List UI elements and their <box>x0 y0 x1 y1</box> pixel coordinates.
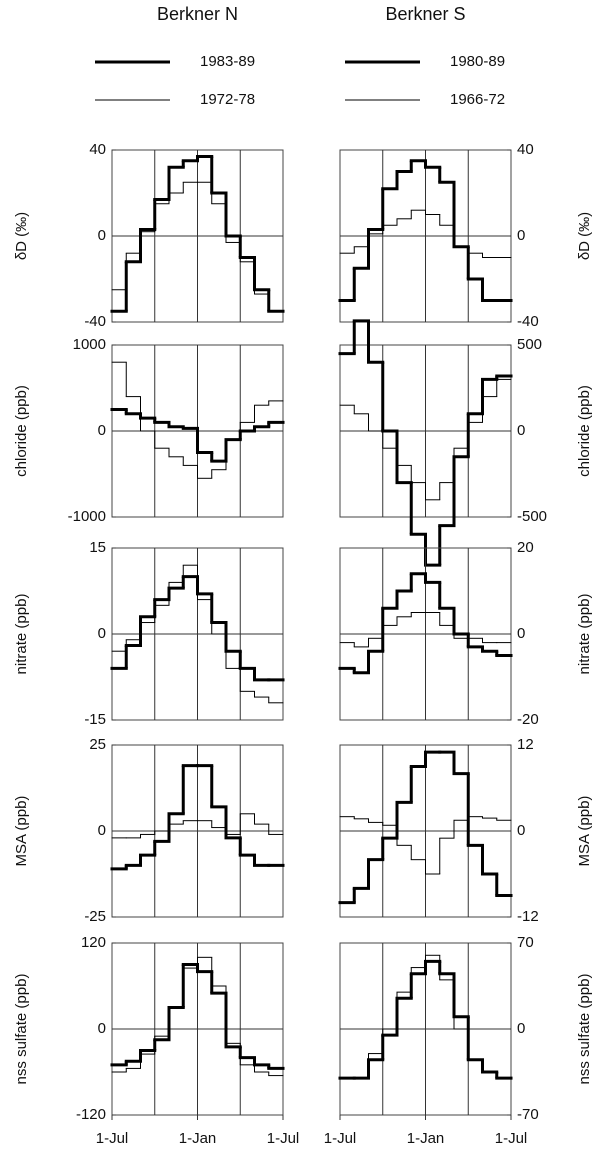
step-riser <box>140 813 270 838</box>
x-tick-label: 1-Jul <box>495 1130 528 1147</box>
step-riser <box>125 362 270 479</box>
legend-label: 1980-89 <box>450 53 505 70</box>
x-tick-label: 1-Jan <box>407 1130 445 1147</box>
y-axis-label: δD (‰) <box>13 212 30 260</box>
y-tick-label: -15 <box>84 711 106 728</box>
y-tick-label: 1000 <box>73 336 106 353</box>
y-tick-label: 25 <box>89 736 106 753</box>
y-tick-label: -40 <box>84 313 106 330</box>
step-riser <box>125 565 270 703</box>
y-axis-label: nss sulfate (ppb) <box>13 974 30 1085</box>
y-tick-label: 12 <box>517 736 534 753</box>
y-axis-label: chloride (ppb) <box>13 385 30 477</box>
y-tick-label: 20 <box>517 539 534 556</box>
x-tick-label: 1-Jan <box>179 1130 217 1147</box>
y-tick-label: 15 <box>89 539 106 556</box>
y-tick-label: 0 <box>98 822 106 839</box>
y-axis-label: chloride (ppb) <box>576 385 593 477</box>
y-tick-label: 40 <box>517 141 534 158</box>
y-tick-label: -120 <box>76 1106 106 1123</box>
y-tick-label: 0 <box>517 822 525 839</box>
y-tick-label: 0 <box>98 227 106 244</box>
y-tick-label: 0 <box>517 227 525 244</box>
step-riser <box>353 816 498 874</box>
step-riser <box>353 210 483 258</box>
y-tick-label: 500 <box>517 336 542 353</box>
y-axis-label: nitrate (ppb) <box>576 594 593 675</box>
y-axis-label: nss sulfate (ppb) <box>576 974 593 1085</box>
step-riser <box>368 955 498 1079</box>
step-riser <box>352 160 484 301</box>
legend-label: 1983-89 <box>200 53 255 70</box>
y-tick-label: 0 <box>98 625 106 642</box>
x-tick-label: 1-Jul <box>267 1130 300 1147</box>
y-axis-label: MSA (ppb) <box>576 796 593 867</box>
y-tick-label: -40 <box>517 313 539 330</box>
y-tick-label: -500 <box>517 508 547 525</box>
y-tick-label: -1000 <box>68 508 106 525</box>
y-axis-label: MSA (ppb) <box>13 796 30 867</box>
legend-label: 1966-72 <box>450 91 505 108</box>
y-tick-label: 0 <box>98 1020 106 1037</box>
x-tick-label: 1-Jul <box>324 1130 357 1147</box>
legend-label: 1972-78 <box>200 91 255 108</box>
y-tick-label: 70 <box>517 934 534 951</box>
y-tick-label: 0 <box>517 1020 525 1037</box>
y-tick-label: 120 <box>81 934 106 951</box>
y-tick-label: -12 <box>517 908 539 925</box>
column-title: Berkner N <box>157 4 238 24</box>
y-axis-label: δD (‰) <box>576 212 593 260</box>
y-tick-label: 40 <box>89 141 106 158</box>
step-riser <box>353 379 498 500</box>
y-axis-label: nitrate (ppb) <box>13 594 30 675</box>
column-title: Berkner S <box>385 4 465 24</box>
y-tick-label: 0 <box>98 422 106 439</box>
step-riser <box>125 957 270 1076</box>
y-tick-label: 0 <box>517 625 525 642</box>
step-riser <box>352 752 499 903</box>
step-riser <box>125 182 270 312</box>
y-tick-label: -70 <box>517 1106 539 1123</box>
y-tick-label: -25 <box>84 908 106 925</box>
x-tick-label: 1-Jul <box>96 1130 129 1147</box>
y-tick-label: 0 <box>517 422 525 439</box>
y-tick-label: -20 <box>517 711 539 728</box>
